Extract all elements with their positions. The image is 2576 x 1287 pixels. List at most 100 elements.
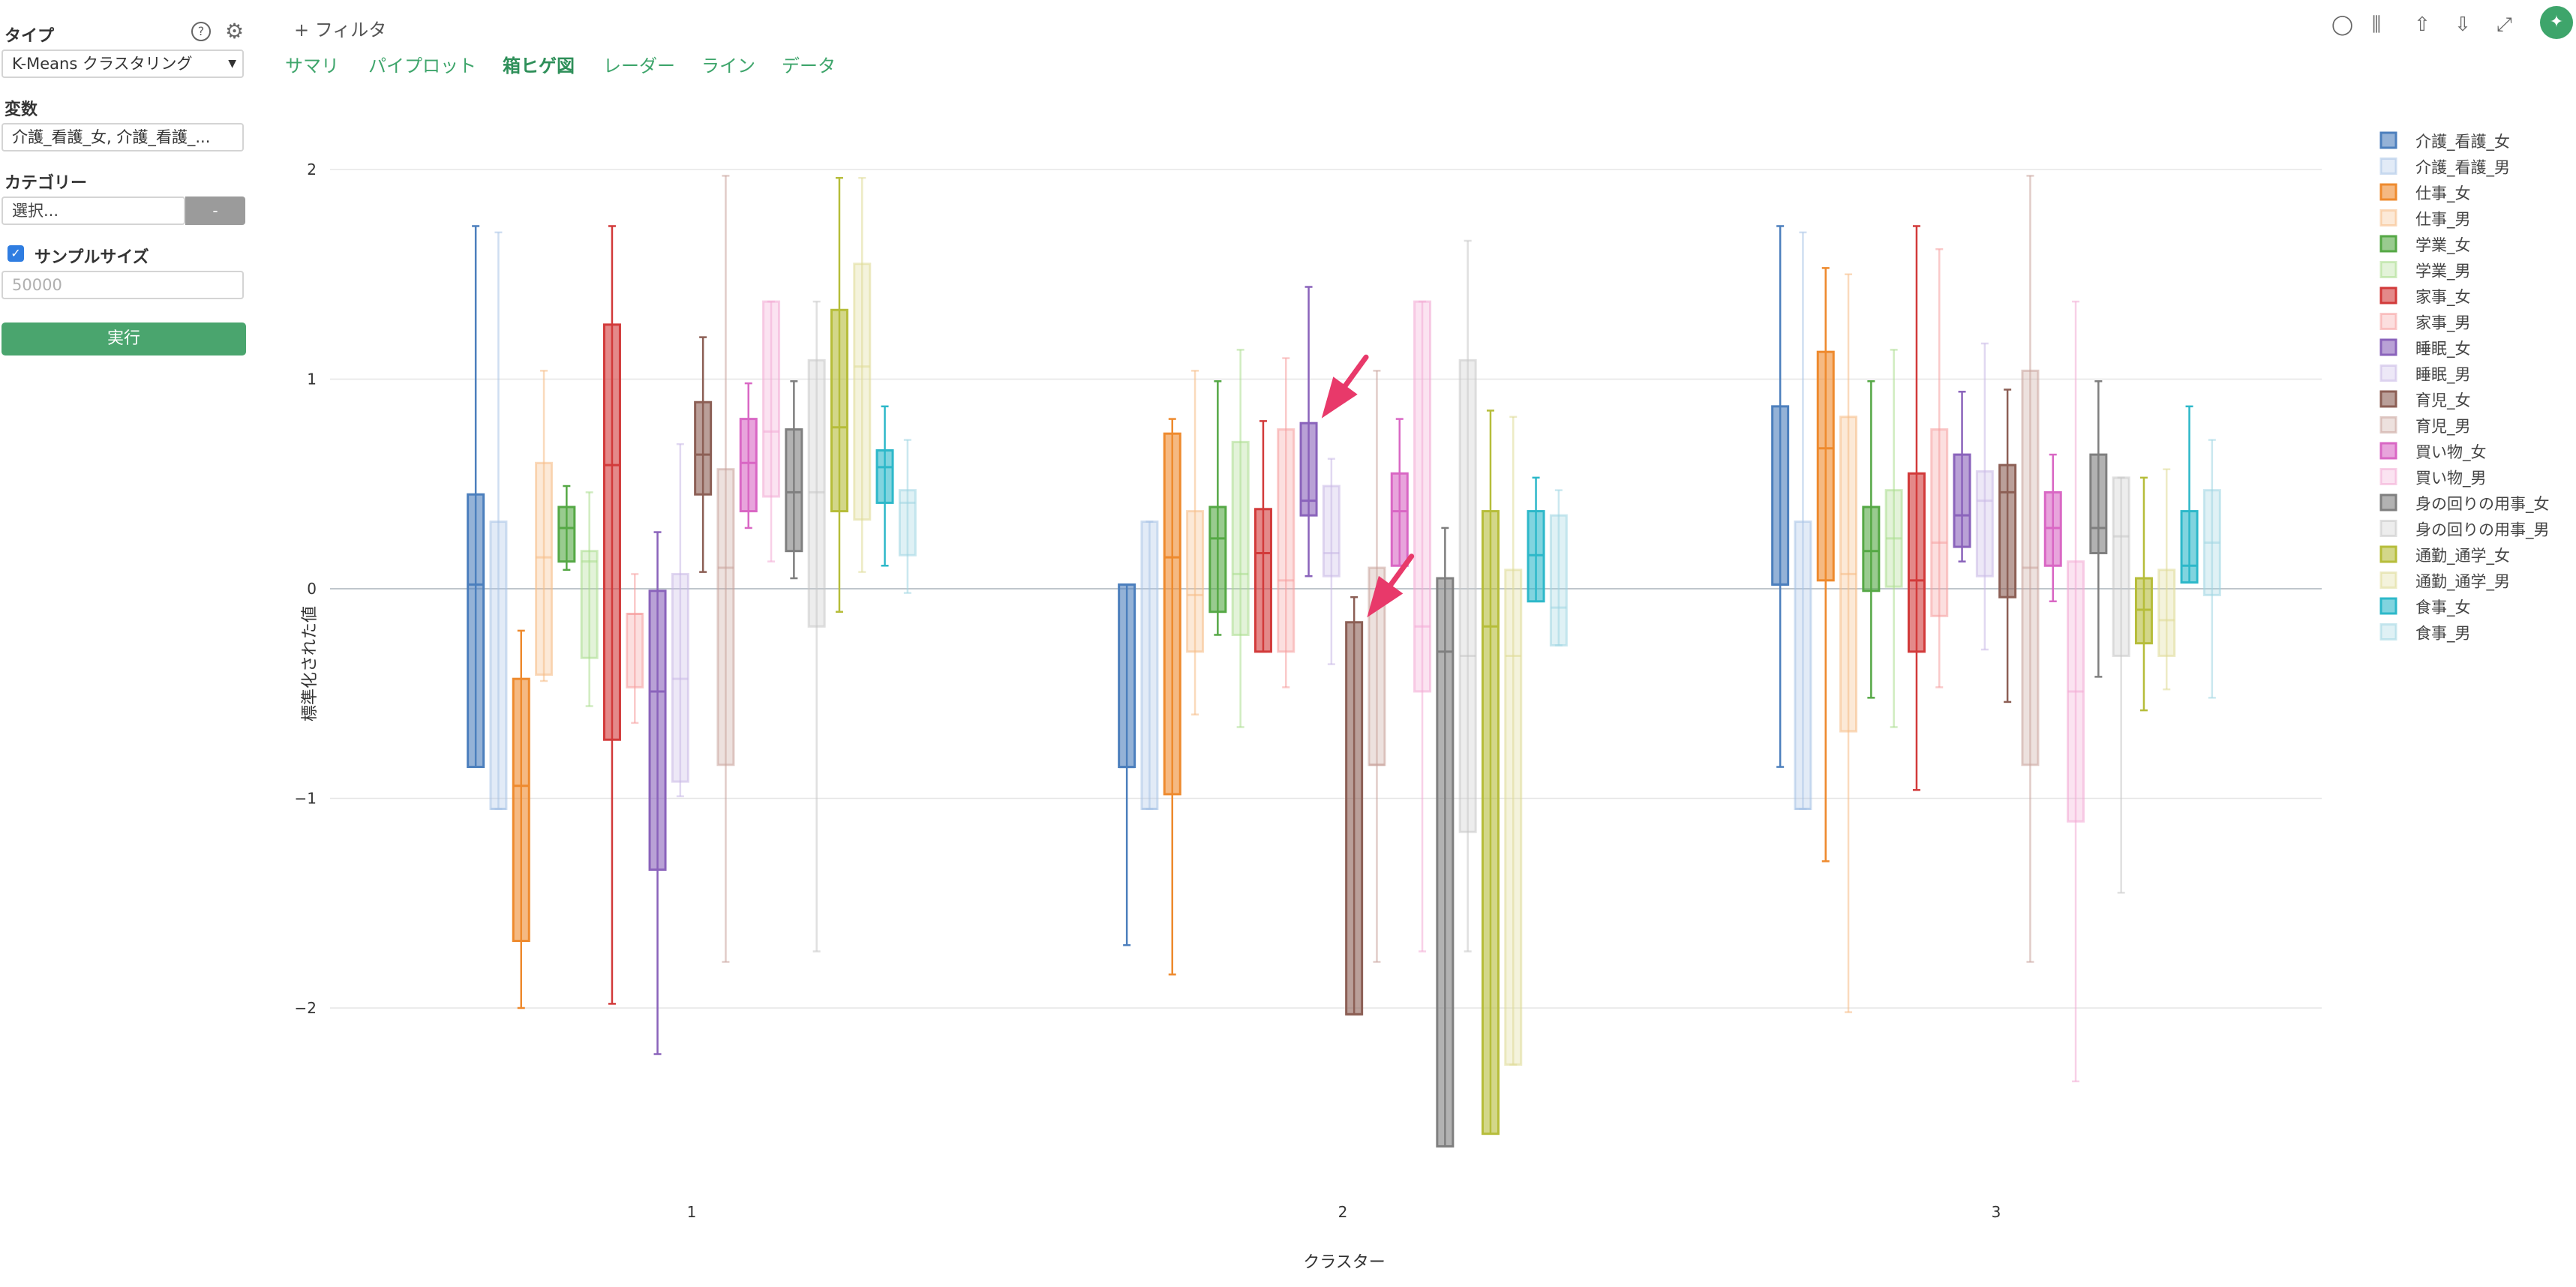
box-家事_男-1[interactable] [626, 573, 644, 724]
legend-item[interactable]: 家事_男 [2379, 313, 2471, 333]
legend-item[interactable]: 学業_女 [2379, 235, 2471, 255]
box-食事_男-3[interactable] [2202, 439, 2221, 699]
run-button[interactable]: 実行 [2, 322, 246, 356]
box-家事_女-2[interactable] [1253, 420, 1272, 653]
box-身の回りの用事_女-3[interactable] [2089, 380, 2108, 678]
tab-line[interactable]: ライン [701, 56, 755, 76]
tab-summary[interactable]: サマリ [285, 56, 339, 76]
box-身の回りの用事_女-2[interactable] [1436, 526, 1455, 1148]
box-仕事_女-3[interactable] [1816, 267, 1835, 862]
box-家事_男-2[interactable] [1277, 357, 1296, 688]
box-仕事_男-2[interactable] [1186, 370, 1205, 716]
legend-item[interactable]: 身の回りの用事_男 [2379, 520, 2550, 540]
box-睡眠_女-1[interactable] [648, 531, 667, 1055]
legend-item[interactable]: 睡眠_女 [2379, 338, 2471, 358]
help-icon[interactable]: ? [191, 22, 211, 41]
tab-data[interactable]: データ [782, 56, 836, 76]
box-育児_男-2[interactable] [1368, 370, 1386, 963]
box-学業_女-2[interactable] [1208, 380, 1227, 636]
gear-icon[interactable]: ⚙ [225, 19, 245, 44]
box-買い物_女-3[interactable] [2043, 453, 2062, 603]
tab-pie-plot[interactable]: パイプロット [368, 56, 476, 76]
box-介護_看護_男-3[interactable] [1794, 231, 1812, 810]
legend-item[interactable]: 育児_男 [2379, 416, 2471, 436]
box-食事_女-2[interactable] [1527, 476, 1545, 603]
box-仕事_男-1[interactable] [535, 370, 554, 682]
box-睡眠_女-2[interactable] [1299, 286, 1318, 578]
box-学業_男-1[interactable] [580, 491, 599, 707]
box-家事_男-3[interactable] [1930, 248, 1949, 688]
type-select[interactable]: K-Means クラスタリング ▼ [2, 50, 244, 78]
legend-item[interactable]: 仕事_男 [2379, 209, 2471, 230]
filter-button[interactable]: + フィルタ [294, 20, 387, 40]
box-買い物_男-2[interactable] [1413, 300, 1432, 952]
legend-item[interactable]: 買い物_男 [2379, 468, 2487, 488]
box-育児_女-3[interactable] [1998, 388, 2017, 704]
box-睡眠_女-3[interactable] [1953, 391, 1971, 562]
box-食事_女-1[interactable] [875, 405, 894, 567]
download-icon[interactable]: ⇩ [2454, 14, 2471, 36]
box-買い物_男-1[interactable] [762, 300, 781, 562]
category-select[interactable]: 選択... [2, 196, 185, 225]
legend-item[interactable]: 介護_看護_男 [2379, 158, 2510, 178]
box-身の回りの用事_男-3[interactable] [2112, 476, 2130, 894]
box-仕事_男-3[interactable] [1839, 273, 1858, 1013]
box-仕事_女-2[interactable] [1163, 418, 1181, 976]
box-育児_女-2[interactable] [1345, 596, 1364, 1016]
box-身の回りの用事_男-1[interactable] [807, 300, 826, 952]
legend-item[interactable]: 介護_看護_女 [2379, 131, 2510, 152]
box-介護_看護_女-3[interactable] [1771, 225, 1790, 768]
comment-icon[interactable]: ◯ [2331, 14, 2354, 36]
box-食事_男-2[interactable] [1549, 489, 1568, 646]
box-学業_女-1[interactable] [557, 484, 576, 572]
variables-input[interactable]: 介護_看護_女, 介護_看護_... [2, 123, 244, 152]
chart-icon[interactable]: ⫼ [2372, 14, 2381, 36]
box-学業_男-3[interactable] [1884, 349, 1903, 728]
legend-item[interactable]: 家事_女 [2379, 286, 2471, 307]
box-介護_看護_女-2[interactable] [1118, 583, 1136, 946]
box-睡眠_男-3[interactable] [1975, 342, 1994, 651]
box-育児_男-3[interactable] [2021, 175, 2040, 963]
tab-radar[interactable]: レーダー [603, 56, 675, 76]
box-家事_女-1[interactable] [602, 225, 621, 1005]
legend-item[interactable]: 育児_女 [2379, 390, 2471, 410]
box-買い物_男-3[interactable] [2067, 300, 2085, 1083]
box-育児_男-1[interactable] [716, 175, 735, 963]
box-介護_看護_男-1[interactable] [489, 231, 508, 810]
legend-item[interactable]: 買い物_女 [2379, 442, 2487, 462]
legend-item[interactable]: 仕事_女 [2379, 183, 2471, 203]
sample-size-input[interactable]: 50000 [2, 271, 244, 299]
legend-item[interactable]: 食事_男 [2379, 623, 2471, 644]
upload-icon[interactable]: ⇧ [2414, 14, 2430, 36]
legend-item[interactable]: 睡眠_男 [2379, 364, 2471, 385]
box-介護_看護_女-1[interactable] [467, 225, 485, 769]
expand-icon[interactable]: ⤢ [2496, 14, 2512, 36]
box-育児_女-1[interactable] [694, 336, 713, 573]
tab-boxplot[interactable]: 箱ヒゲ図 [503, 56, 575, 76]
box-通勤_通学_男-3[interactable] [2157, 468, 2176, 691]
box-買い物_女-2[interactable] [1390, 418, 1409, 567]
box-通勤_通学_男-1[interactable] [853, 176, 872, 573]
box-睡眠_男-2[interactable] [1322, 458, 1341, 665]
box-食事_女-3[interactable] [2180, 405, 2199, 584]
box-食事_男-1[interactable] [898, 439, 917, 594]
box-買い物_女-1[interactable] [739, 382, 758, 530]
box-介護_看護_男-2[interactable] [1140, 520, 1159, 810]
sample-size-checkbox[interactable]: ✓ [8, 245, 24, 262]
legend-item[interactable]: 食事_女 [2379, 597, 2471, 617]
legend-item[interactable]: 通勤_通学_女 [2379, 545, 2510, 566]
box-家事_女-3[interactable] [1907, 225, 1926, 791]
legend-item[interactable]: 通勤_通学_男 [2379, 572, 2510, 592]
legend-item[interactable]: 身の回りの用事_女 [2379, 494, 2550, 514]
box-仕事_女-1[interactable] [512, 629, 530, 1010]
box-睡眠_男-1[interactable] [671, 442, 689, 797]
box-身の回りの用事_男-2[interactable] [1458, 239, 1477, 952]
box-身の回りの用事_女-1[interactable] [785, 380, 803, 580]
legend-item[interactable]: 学業_男 [2379, 261, 2471, 281]
box-通勤_通学_女-2[interactable] [1481, 410, 1500, 1136]
box-学業_女-3[interactable] [1862, 380, 1881, 699]
box-通勤_通学_男-2[interactable] [1504, 416, 1523, 1066]
category-clear-button[interactable]: - [185, 196, 245, 225]
box-通勤_通学_女-1[interactable] [830, 176, 848, 613]
pin-icon[interactable]: ✦ [2540, 6, 2573, 39]
